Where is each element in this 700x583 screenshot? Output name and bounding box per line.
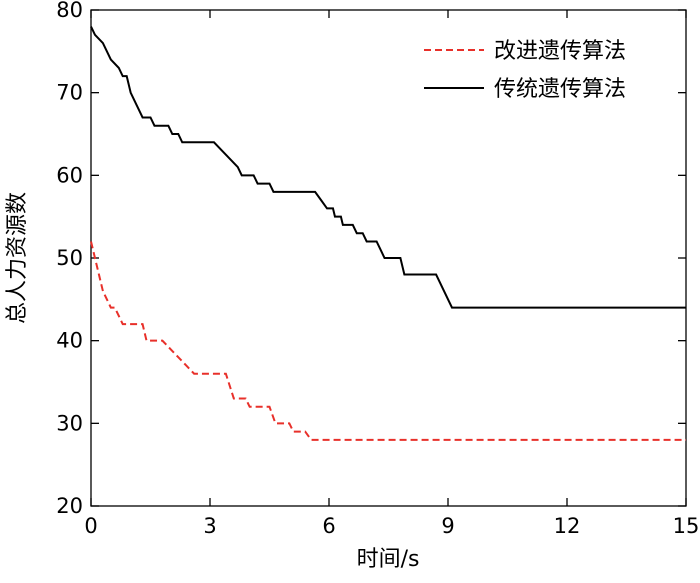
series-line-traditional-ga xyxy=(90,26,686,309)
legend: 改进遗传算法 传统遗传算法 xyxy=(424,39,626,102)
y-tick-label: 20 xyxy=(56,494,83,518)
y-tick-label: 80 xyxy=(56,0,83,22)
legend-label-traditional-ga: 传统遗传算法 xyxy=(494,77,626,102)
series-line-improved-ga xyxy=(90,241,686,441)
y-tick-label: 70 xyxy=(56,81,83,105)
y-axis-title: 总人力资源数 xyxy=(5,192,30,324)
x-tick-label: 15 xyxy=(673,514,700,538)
y-tick-label: 40 xyxy=(56,329,83,353)
x-tick-label: 6 xyxy=(322,514,335,538)
y-tick-label: 30 xyxy=(56,411,83,435)
series-layer xyxy=(90,26,686,441)
y-tick-label: 60 xyxy=(56,163,83,187)
x-axis-ticks: 0 3 6 9 12 15 xyxy=(84,10,699,538)
x-axis-title: 时间/s xyxy=(357,547,420,572)
x-tick-label: 3 xyxy=(203,514,216,538)
x-tick-label: 0 xyxy=(84,514,97,538)
x-tick-label: 9 xyxy=(441,514,454,538)
legend-label-improved-ga: 改进遗传算法 xyxy=(494,39,626,64)
y-tick-label: 50 xyxy=(56,246,83,270)
x-tick-label: 12 xyxy=(554,514,581,538)
y-axis-ticks: 20 30 40 50 60 70 80 xyxy=(56,0,686,518)
